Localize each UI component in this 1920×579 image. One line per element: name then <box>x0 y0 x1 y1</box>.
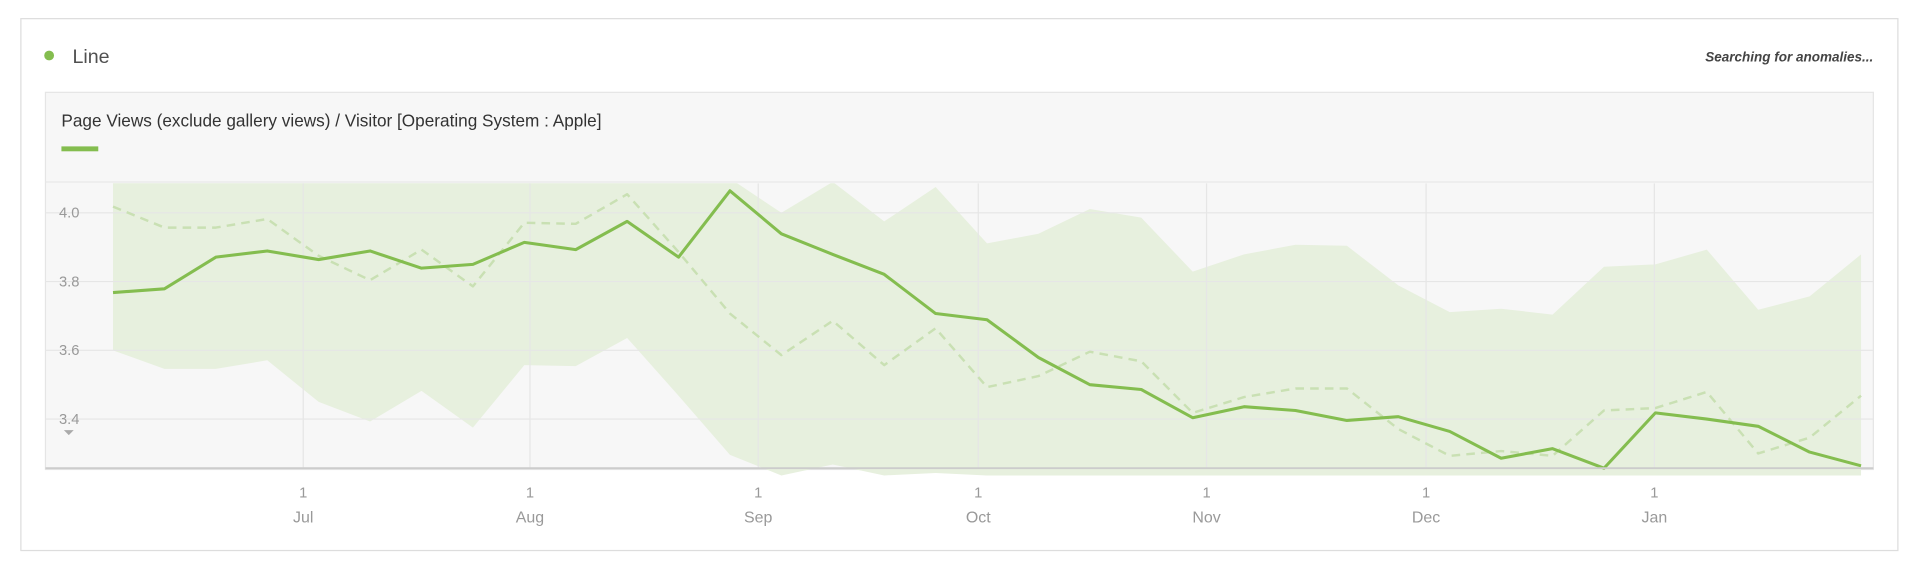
axis-menu-icon <box>63 430 74 436</box>
x-tick-label: Jul <box>293 509 313 526</box>
x-tick-label: Aug <box>516 509 544 526</box>
series-swatch <box>61 146 99 152</box>
axes: 4.0 3.8 3.6 3.4 1 Jul 1 Aug 1 Sep 1 Oct 1 Nov 1 Dec 1 Jan <box>45 206 1874 526</box>
x-tick-day: 1 <box>1422 486 1430 502</box>
series-line <box>112 193 1862 458</box>
x-tick-day: 1 <box>754 486 762 502</box>
legend-label: Line <box>72 46 109 68</box>
x-tick-label: Jan <box>1641 509 1667 526</box>
x-tick-label: Oct <box>966 509 991 526</box>
legend-dot <box>44 50 55 61</box>
y-tick-label: 4.0 <box>59 206 79 222</box>
y-tick-label: 3.4 <box>59 412 79 428</box>
status-text: Searching for anomalies... <box>1705 50 1873 65</box>
x-tick-label: Dec <box>1412 509 1440 526</box>
x-tick-label: Nov <box>1192 509 1220 526</box>
y-tick-label: 3.8 <box>59 274 79 290</box>
x-tick-day: 1 <box>1650 486 1658 502</box>
x-tick-day: 1 <box>299 486 307 502</box>
anomaly-band <box>113 183 1862 476</box>
x-tick-day: 1 <box>974 486 982 502</box>
series-line <box>112 189 1862 470</box>
plot-area <box>45 183 1874 476</box>
x-tick-label: Sep <box>744 509 773 526</box>
chart-title: Page Views (exclude gallery views) / Vis… <box>61 111 601 131</box>
x-tick-day: 1 <box>1202 486 1210 502</box>
x-tick-day: 1 <box>526 486 534 502</box>
y-tick-label: 3.6 <box>59 343 79 359</box>
